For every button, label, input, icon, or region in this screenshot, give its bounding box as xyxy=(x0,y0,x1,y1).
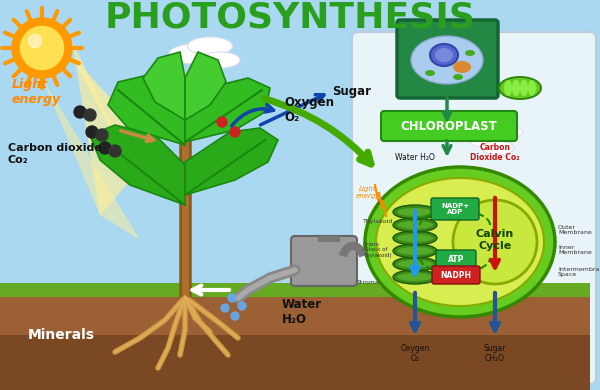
Ellipse shape xyxy=(397,234,433,242)
Ellipse shape xyxy=(393,205,437,219)
Text: Grana
(Stack of
Thylakoid): Grana (Stack of Thylakoid) xyxy=(363,242,392,258)
Circle shape xyxy=(12,18,72,78)
Circle shape xyxy=(231,312,239,320)
Text: Thylakoid: Thylakoid xyxy=(363,220,394,225)
Bar xyxy=(0,335,590,390)
Ellipse shape xyxy=(393,257,437,271)
Text: Outer
Membrane: Outer Membrane xyxy=(558,225,592,236)
Text: Oxygen
O₂: Oxygen O₂ xyxy=(284,96,334,124)
Circle shape xyxy=(84,109,96,121)
Ellipse shape xyxy=(487,125,523,139)
Text: NADPH: NADPH xyxy=(440,271,472,280)
Text: Intermembrane
Space: Intermembrane Space xyxy=(558,267,600,277)
Text: Light
energy: Light energy xyxy=(12,78,61,106)
Ellipse shape xyxy=(425,70,435,76)
Text: Calvin
Cycle: Calvin Cycle xyxy=(476,229,514,251)
Bar xyxy=(318,236,340,242)
Ellipse shape xyxy=(411,36,483,84)
FancyBboxPatch shape xyxy=(352,32,596,384)
Circle shape xyxy=(74,106,86,118)
Ellipse shape xyxy=(200,52,240,68)
Polygon shape xyxy=(185,52,226,120)
Ellipse shape xyxy=(435,48,453,62)
Text: Light
energy: Light energy xyxy=(356,186,380,199)
Polygon shape xyxy=(72,40,135,215)
Text: CHLOROPLAST: CHLOROPLAST xyxy=(401,119,497,133)
FancyBboxPatch shape xyxy=(431,198,479,220)
Ellipse shape xyxy=(520,80,528,96)
Text: Sugar: Sugar xyxy=(332,85,371,99)
Ellipse shape xyxy=(528,80,536,96)
Ellipse shape xyxy=(453,74,463,80)
FancyBboxPatch shape xyxy=(436,250,476,268)
Text: Stroma: Stroma xyxy=(356,280,379,284)
Ellipse shape xyxy=(397,247,433,255)
Text: NADP+
ADP: NADP+ ADP xyxy=(441,202,469,216)
Ellipse shape xyxy=(482,141,514,155)
Ellipse shape xyxy=(512,80,520,96)
Circle shape xyxy=(86,126,98,138)
Text: PHOTOSYNTHESIS: PHOTOSYNTHESIS xyxy=(104,1,476,35)
Polygon shape xyxy=(42,78,140,240)
Bar xyxy=(0,283,590,297)
Circle shape xyxy=(109,145,121,157)
FancyBboxPatch shape xyxy=(381,111,517,141)
Text: Minerals: Minerals xyxy=(28,328,95,342)
Circle shape xyxy=(28,34,41,48)
FancyBboxPatch shape xyxy=(291,236,357,286)
Polygon shape xyxy=(108,75,185,145)
Ellipse shape xyxy=(365,167,555,317)
Polygon shape xyxy=(72,56,180,175)
Circle shape xyxy=(230,127,240,137)
Circle shape xyxy=(99,142,111,154)
Circle shape xyxy=(221,304,229,312)
FancyBboxPatch shape xyxy=(432,266,480,284)
Polygon shape xyxy=(185,128,278,195)
Text: Water H₂O: Water H₂O xyxy=(395,153,435,162)
Ellipse shape xyxy=(169,44,221,64)
Ellipse shape xyxy=(453,61,471,73)
Ellipse shape xyxy=(393,231,437,245)
Polygon shape xyxy=(185,78,270,142)
Ellipse shape xyxy=(397,221,433,229)
Circle shape xyxy=(453,200,537,284)
Ellipse shape xyxy=(504,80,512,96)
Text: Carbon dioxide
Co₂: Carbon dioxide Co₂ xyxy=(8,143,102,165)
Text: Oxygen
O₂: Oxygen O₂ xyxy=(400,344,430,363)
Text: Water
H₂O: Water H₂O xyxy=(282,298,322,326)
Ellipse shape xyxy=(469,132,511,148)
Circle shape xyxy=(20,27,64,69)
Ellipse shape xyxy=(393,244,437,258)
Ellipse shape xyxy=(376,178,544,306)
Text: Carbon
Dioxide Co₂: Carbon Dioxide Co₂ xyxy=(470,143,520,162)
Ellipse shape xyxy=(465,50,475,56)
Circle shape xyxy=(228,294,236,302)
Polygon shape xyxy=(143,52,185,120)
Ellipse shape xyxy=(430,44,458,66)
Circle shape xyxy=(238,302,246,310)
Ellipse shape xyxy=(499,77,541,99)
Circle shape xyxy=(96,129,108,141)
Ellipse shape xyxy=(397,260,433,268)
Polygon shape xyxy=(90,125,185,205)
Circle shape xyxy=(217,117,227,127)
FancyBboxPatch shape xyxy=(397,20,498,98)
Ellipse shape xyxy=(397,273,433,281)
Ellipse shape xyxy=(397,208,433,216)
Ellipse shape xyxy=(187,37,233,55)
Bar xyxy=(0,295,590,390)
Text: ATP: ATP xyxy=(448,255,464,264)
Ellipse shape xyxy=(393,218,437,232)
Text: Inner
Membrane: Inner Membrane xyxy=(558,245,592,255)
Ellipse shape xyxy=(393,270,437,284)
Text: Sugar
CH₂O: Sugar CH₂O xyxy=(484,344,506,363)
